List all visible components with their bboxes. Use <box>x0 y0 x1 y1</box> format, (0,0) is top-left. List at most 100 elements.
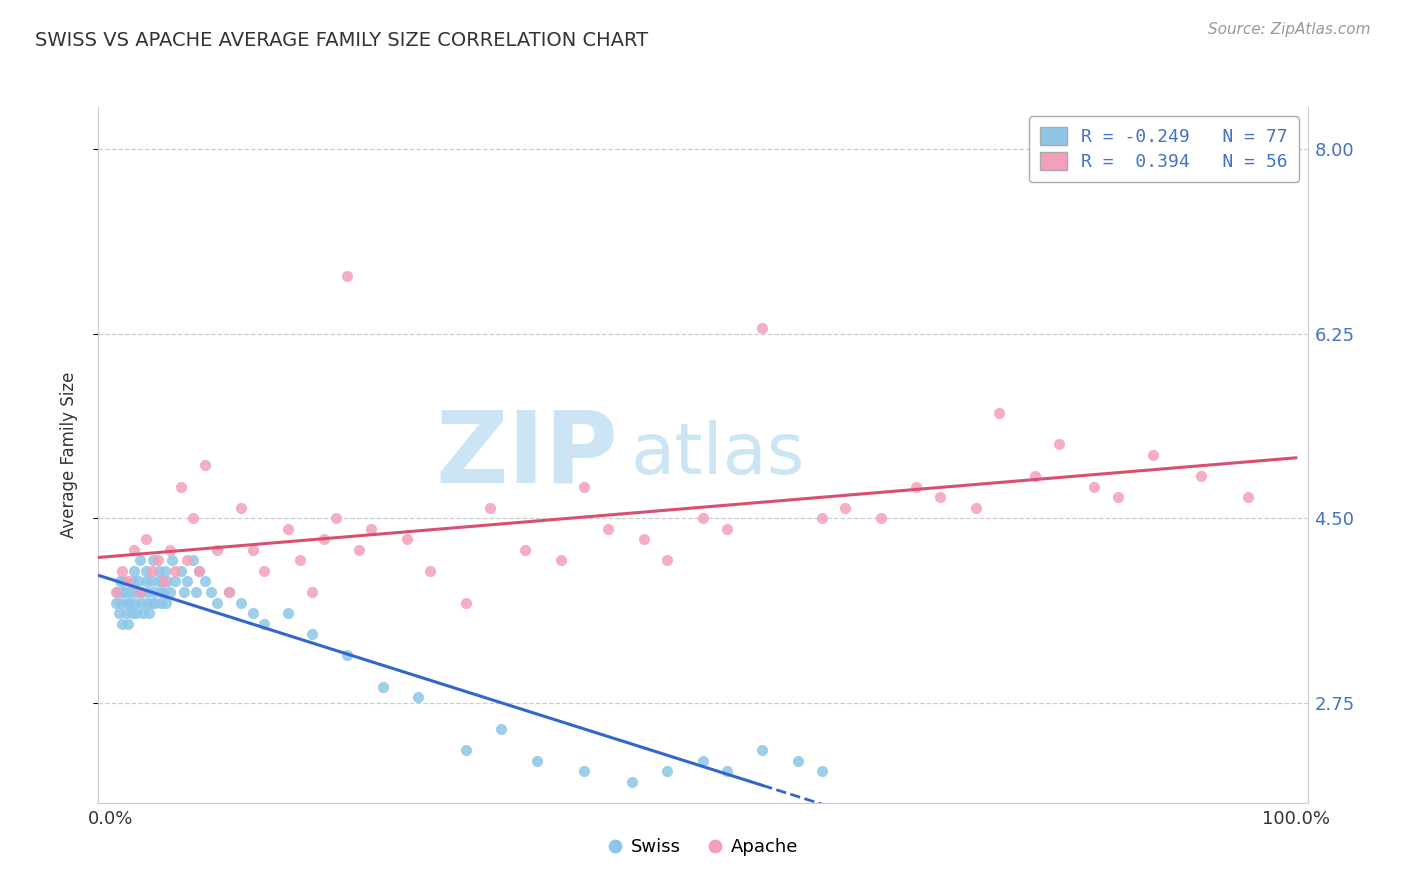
Point <box>834 500 856 515</box>
Point <box>988 406 1011 420</box>
Point <box>419 564 441 578</box>
Point <box>288 553 311 567</box>
Point <box>159 542 181 557</box>
Point <box>229 595 252 609</box>
Point <box>301 585 323 599</box>
Point <box>118 585 141 599</box>
Point <box>598 522 620 536</box>
Point <box>253 616 276 631</box>
Point <box>143 585 166 599</box>
Point <box>155 595 177 609</box>
Point <box>124 595 146 609</box>
Point <box>108 574 131 589</box>
Point <box>242 606 264 620</box>
Point <box>143 595 166 609</box>
Point <box>136 595 159 609</box>
Point <box>105 595 128 609</box>
Point <box>132 606 155 620</box>
Point <box>117 574 139 589</box>
Point <box>105 585 128 599</box>
Point <box>135 574 157 589</box>
Point <box>152 585 174 599</box>
Point <box>301 627 323 641</box>
Text: SWISS VS APACHE AVERAGE FAMILY SIZE CORRELATION CHART: SWISS VS APACHE AVERAGE FAMILY SIZE CORR… <box>35 31 648 50</box>
Point <box>692 754 714 768</box>
Point <box>454 743 477 757</box>
Point <box>620 774 643 789</box>
Point <box>218 585 240 599</box>
Point <box>408 690 430 705</box>
Point <box>165 564 187 578</box>
Point <box>152 574 174 589</box>
Point <box>188 564 211 578</box>
Point <box>170 479 193 493</box>
Y-axis label: Average Family Size: Average Family Size <box>59 372 77 538</box>
Point <box>929 490 952 504</box>
Point <box>148 564 170 578</box>
Point <box>692 511 714 525</box>
Point <box>716 522 738 536</box>
Point <box>1142 448 1164 462</box>
Point <box>142 553 165 567</box>
Point <box>129 595 152 609</box>
Point <box>526 754 548 768</box>
Point <box>454 595 477 609</box>
Point <box>633 533 655 547</box>
Point <box>184 585 207 599</box>
Point <box>105 585 128 599</box>
Point <box>218 585 240 599</box>
Point <box>152 574 174 589</box>
Point <box>146 553 169 567</box>
Text: Source: ZipAtlas.com: Source: ZipAtlas.com <box>1208 22 1371 37</box>
Point <box>194 458 217 473</box>
Point <box>135 533 157 547</box>
Point <box>129 553 152 567</box>
Point <box>122 564 145 578</box>
Point <box>550 553 572 567</box>
Point <box>121 574 143 589</box>
Point <box>131 585 153 599</box>
Point <box>1237 490 1260 504</box>
Point <box>111 585 134 599</box>
Point <box>122 542 145 557</box>
Point <box>150 595 173 609</box>
Point <box>159 585 181 599</box>
Point <box>1083 479 1105 493</box>
Point <box>336 648 359 663</box>
Point <box>120 595 142 609</box>
Point <box>139 574 162 589</box>
Text: ZIP: ZIP <box>436 407 619 503</box>
Point <box>141 564 163 578</box>
Point <box>181 553 204 567</box>
Point <box>146 574 169 589</box>
Point <box>751 743 773 757</box>
Point <box>173 585 195 599</box>
Point <box>194 574 217 589</box>
Point <box>165 574 187 589</box>
Point <box>965 500 987 515</box>
Point <box>312 533 335 547</box>
Point <box>205 542 228 557</box>
Point <box>229 500 252 515</box>
Point <box>107 606 129 620</box>
Point <box>360 522 382 536</box>
Point <box>115 595 138 609</box>
Text: atlas: atlas <box>630 420 804 490</box>
Point <box>138 606 160 620</box>
Point <box>491 722 513 736</box>
Point <box>336 268 359 283</box>
Point <box>117 616 139 631</box>
Point <box>127 574 149 589</box>
Point <box>111 616 134 631</box>
Point <box>114 585 136 599</box>
Point <box>810 764 832 779</box>
Point <box>125 606 148 620</box>
Point <box>657 553 679 567</box>
Point <box>135 564 157 578</box>
Point <box>111 564 134 578</box>
Point <box>128 585 150 599</box>
Point <box>253 564 276 578</box>
Point <box>160 553 183 567</box>
Point <box>176 553 198 567</box>
Point <box>136 585 159 599</box>
